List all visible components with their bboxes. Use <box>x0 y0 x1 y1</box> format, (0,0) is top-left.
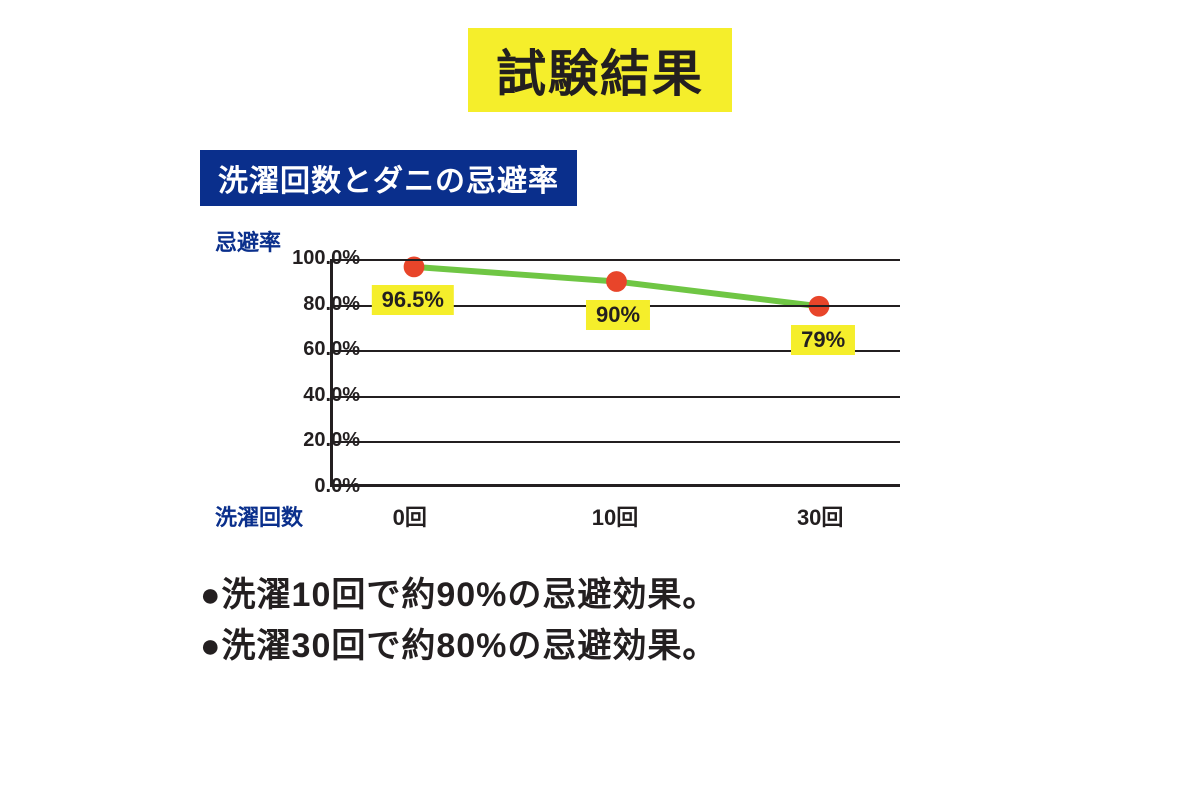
data-label: 90% <box>586 300 650 330</box>
gridline <box>333 441 900 443</box>
data-label: 96.5% <box>372 285 454 315</box>
plot-area: 96.5% 90% 79% <box>330 259 900 487</box>
data-label: 79% <box>791 325 855 355</box>
subtitle-bar: 洗濯回数とダニの忌避率 <box>200 150 577 206</box>
subtitle-text: 洗濯回数とダニの忌避率 <box>218 165 559 198</box>
y-tick-label: 20.0% <box>240 429 360 452</box>
bullet-item: ●洗濯10回で約90%の忌避効果。 <box>200 570 717 621</box>
y-tick-label: 40.0% <box>240 384 360 407</box>
y-tick-label: 60.0% <box>240 338 360 361</box>
page-canvas: 試験結果 洗濯回数とダニの忌避率 忌避率 96.5%90%79% 洗濯回数 0.… <box>0 0 1200 800</box>
gridline <box>333 259 900 261</box>
title-badge: 試験結果 <box>468 28 732 112</box>
x-tick-label: 10回 <box>592 500 638 532</box>
y-tick-label: 80.0% <box>240 293 360 316</box>
x-tick-label: 0回 <box>393 500 427 532</box>
x-axis-title: 洗濯回数 <box>215 500 303 532</box>
bullet-item: ●洗濯30回で約80%の忌避効果。 <box>200 621 717 672</box>
y-tick-label: 100.0% <box>240 247 360 270</box>
x-tick-label: 30回 <box>797 500 843 532</box>
page-title: 試験結果 <box>496 46 704 102</box>
data-marker <box>607 272 627 292</box>
gridline <box>333 396 900 398</box>
y-tick-label: 0.0% <box>240 475 360 498</box>
bullet-list: ●洗濯10回で約90%の忌避効果。 ●洗濯30回で約80%の忌避効果。 <box>200 570 717 672</box>
